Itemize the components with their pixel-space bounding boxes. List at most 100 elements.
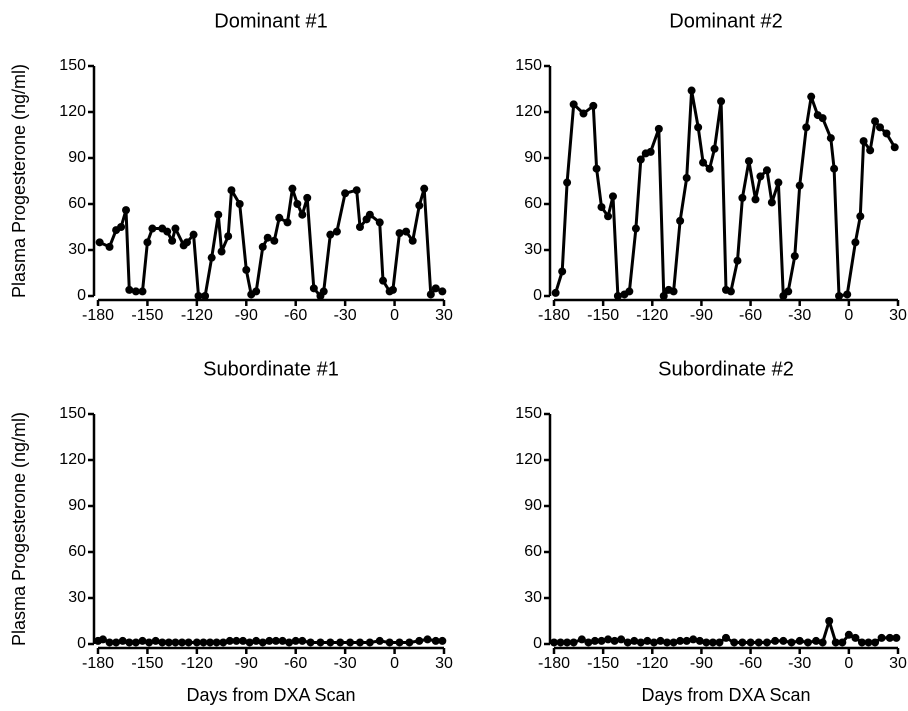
data-point xyxy=(636,155,645,164)
data-point xyxy=(131,638,140,647)
data-point xyxy=(258,638,267,647)
data-point xyxy=(659,292,668,300)
data-point xyxy=(859,137,868,146)
y-tick-label: 120 xyxy=(515,451,542,468)
x-tick-label: -30 xyxy=(334,307,357,324)
data-point xyxy=(122,206,131,215)
data-point xyxy=(184,638,193,647)
data-point xyxy=(431,284,440,293)
x-tick-label: -60 xyxy=(284,655,307,672)
data-point xyxy=(864,638,873,647)
data-point xyxy=(192,638,201,647)
x-tick-label: 0 xyxy=(390,655,399,672)
x-tick-label: 0 xyxy=(844,307,853,324)
data-point xyxy=(207,253,216,262)
x-tick-label: 30 xyxy=(889,655,907,672)
data-point xyxy=(291,636,300,645)
data-point xyxy=(702,638,711,647)
data-point xyxy=(717,97,726,106)
data-point xyxy=(405,638,414,647)
data-point xyxy=(803,638,812,647)
x-tick-label: -30 xyxy=(788,655,811,672)
data-point xyxy=(835,292,844,300)
data-point xyxy=(831,638,840,647)
data-point xyxy=(252,287,261,296)
data-point xyxy=(131,287,140,296)
data-point xyxy=(415,636,424,645)
y-tick-label: 60 xyxy=(524,543,542,560)
data-point xyxy=(589,101,598,110)
data-point xyxy=(438,287,447,296)
data-point xyxy=(158,638,167,647)
data-point xyxy=(623,638,632,647)
x-tick-label: -180 xyxy=(82,307,114,324)
data-point xyxy=(426,290,435,299)
data-point xyxy=(579,109,588,118)
x-tick-label: -90 xyxy=(690,655,713,672)
data-point xyxy=(293,200,302,208)
data-point xyxy=(168,236,177,245)
data-point xyxy=(252,636,261,645)
data-point xyxy=(125,285,134,294)
y-tick-label: 90 xyxy=(524,497,542,514)
y-tick-label: 150 xyxy=(515,405,542,422)
data-point xyxy=(746,638,755,647)
y-tick-label: 90 xyxy=(68,149,86,166)
y-tick-label: 30 xyxy=(68,241,86,258)
data-point xyxy=(326,638,335,647)
data-point xyxy=(163,227,172,236)
y-tick-label: 30 xyxy=(68,589,86,606)
x-tick-label: -150 xyxy=(131,655,163,672)
data-point xyxy=(235,200,244,208)
data-point xyxy=(138,287,147,296)
x-tick-label: -60 xyxy=(739,655,762,672)
data-point xyxy=(762,638,771,647)
data-point xyxy=(420,184,429,193)
data-point xyxy=(352,186,361,195)
data-point xyxy=(756,172,765,181)
data-point xyxy=(275,213,284,222)
y-tick-label: 0 xyxy=(77,635,86,652)
y-tick-label: 60 xyxy=(68,543,86,560)
data-point xyxy=(556,638,565,647)
data-point xyxy=(871,117,880,126)
data-point xyxy=(95,238,104,247)
data-point xyxy=(258,242,267,251)
data-point xyxy=(212,638,221,647)
x-tick-label: -150 xyxy=(587,655,619,672)
data-point xyxy=(762,166,771,175)
data-point xyxy=(117,223,126,231)
data-point xyxy=(298,636,307,645)
data-point xyxy=(138,636,147,645)
data-point xyxy=(217,247,226,256)
data-point xyxy=(346,638,355,647)
data-point xyxy=(225,636,234,645)
data-point xyxy=(643,636,652,645)
data-point xyxy=(871,638,880,647)
data-point xyxy=(201,292,210,300)
data-point xyxy=(385,638,394,647)
y-tick-label: 90 xyxy=(68,497,86,514)
chart-title: Subordinate #2 xyxy=(658,358,794,380)
data-point xyxy=(795,181,804,190)
data-point xyxy=(563,178,572,187)
data-point xyxy=(795,636,804,645)
data-point xyxy=(105,638,114,647)
x-tick-label: 0 xyxy=(390,307,399,324)
x-tick-label: 30 xyxy=(435,307,453,324)
data-point xyxy=(171,638,180,647)
y-tick-label: 120 xyxy=(515,103,542,120)
data-point xyxy=(885,633,894,642)
data-point xyxy=(613,292,622,300)
data-point xyxy=(283,218,292,227)
x-tick-label: -180 xyxy=(538,655,570,672)
data-point xyxy=(219,638,228,647)
data-point xyxy=(143,238,152,247)
data-point xyxy=(270,236,279,245)
data-point xyxy=(423,635,432,644)
data-point xyxy=(178,638,187,647)
data-point xyxy=(689,635,698,644)
data-point xyxy=(812,636,821,645)
x-tick-label: 0 xyxy=(844,655,853,672)
y-tick-label: 30 xyxy=(524,589,542,606)
